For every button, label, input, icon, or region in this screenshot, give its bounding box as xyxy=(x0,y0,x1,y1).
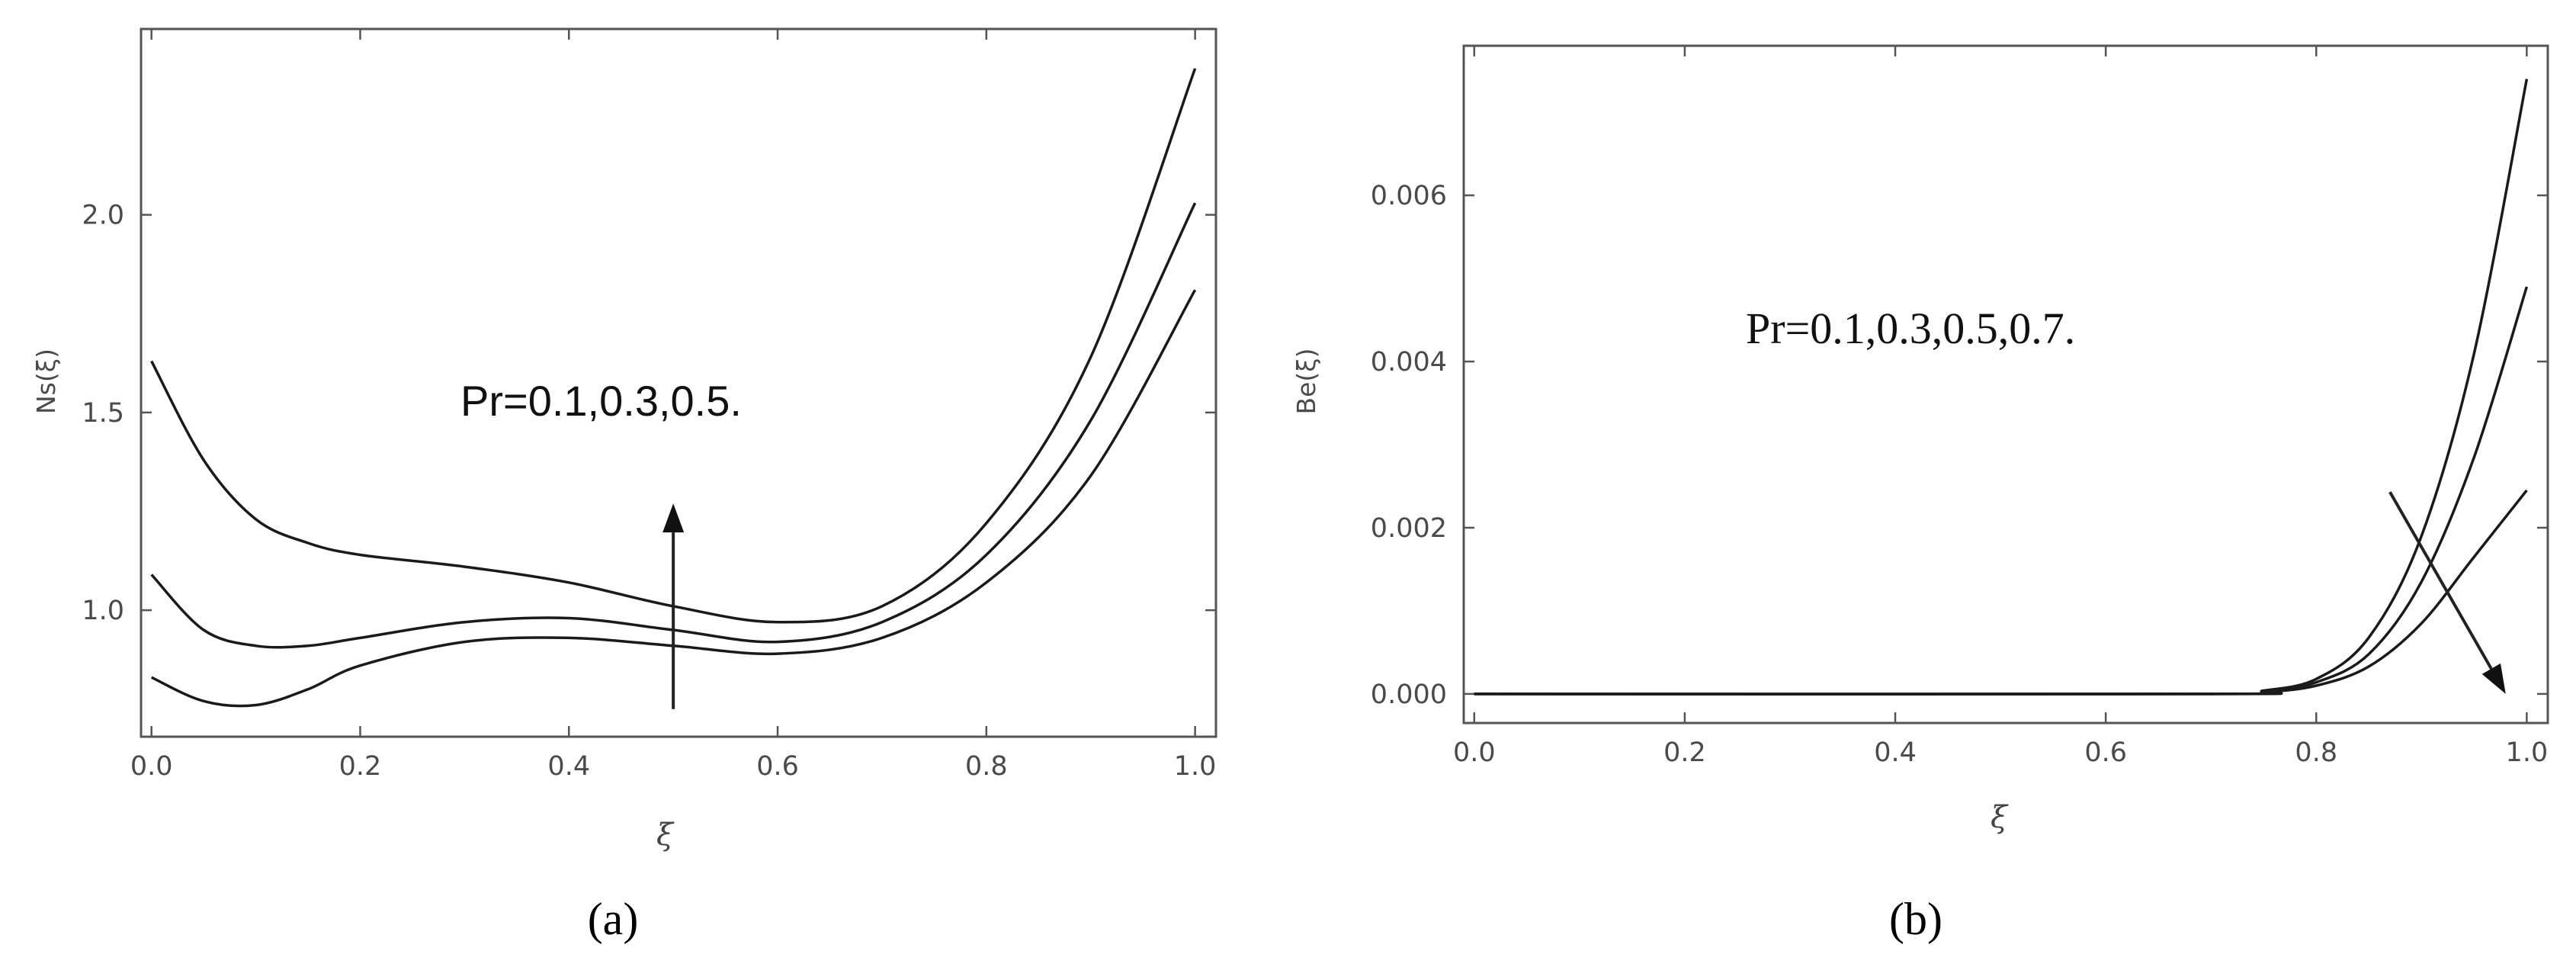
panel-b: 0.0 0.2 0.4 0.6 0.8 1.0 0.000 0.002 0.004 0.006 P… xyxy=(1291,44,2549,944)
arrow-head-b xyxy=(2481,663,2506,694)
x-tick-label-b: 0.6 xyxy=(2084,737,2127,768)
y-tick-label-a: 1.5 xyxy=(82,398,124,429)
y-tick-label-a: 1.0 xyxy=(82,596,124,626)
x-tick-label-a: 1.0 xyxy=(1174,751,1217,782)
series-line-a-1 xyxy=(150,289,1197,708)
y-axis-label-b: Be(ξ) xyxy=(1291,348,1321,414)
x-tick-label-a: 0.6 xyxy=(756,751,799,782)
y-tick-label-b: 0.006 xyxy=(1371,181,1447,211)
y-axis-label-a: Ns(ξ) xyxy=(31,349,61,414)
ticks-b: 0.0 0.2 0.4 0.6 0.8 1.0 0.000 0.002 0.004 0.006 xyxy=(1371,46,2548,768)
annotation-a: Pr=0.1,0.3,0.5. xyxy=(460,377,742,425)
x-tick-label-b: 0.2 xyxy=(1663,737,1706,768)
arrow-a xyxy=(662,503,685,709)
panel-label-b: (b) xyxy=(1889,894,1942,944)
y-tick-label-b: 0.004 xyxy=(1371,347,1447,378)
x-tick-label-a: 0.4 xyxy=(547,751,590,782)
x-tick-label-a: 0.8 xyxy=(965,751,1008,782)
panel-a: 0.0 0.2 0.4 0.6 0.8 1.0 1.0 1.5 2.0 Pr=0.1,0.3,0… xyxy=(31,27,1217,944)
x-axis-label-b: ξ xyxy=(1991,800,2009,835)
panel-label-a: (a) xyxy=(588,894,639,944)
series-line-a-3 xyxy=(150,68,1197,624)
x-tick-label-a: 0.2 xyxy=(339,751,382,782)
x-tick-label-b: 0.0 xyxy=(1453,737,1496,768)
y-tick-label-a: 2.0 xyxy=(82,201,124,231)
curves-a xyxy=(150,68,1197,708)
y-tick-label-b: 0.002 xyxy=(1371,513,1447,544)
arrow-shaft-b xyxy=(2388,491,2493,670)
annotation-b: Pr=0.1,0.3,0.5,0.7. xyxy=(1746,304,2075,353)
x-tick-label-b: 1.0 xyxy=(2506,737,2549,768)
series-line-b-1 xyxy=(1474,489,2528,696)
series-line-b-3 xyxy=(1474,79,2529,696)
plot-frame-a xyxy=(140,27,1217,738)
x-tick-label-b: 0.8 xyxy=(2295,737,2337,768)
ticks-a: 0.0 0.2 0.4 0.6 0.8 1.0 1.0 1.5 2.0 xyxy=(82,29,1216,782)
x-tick-label-b: 0.4 xyxy=(1874,737,1917,768)
series-line-a-2 xyxy=(150,202,1197,649)
x-axis-label-a: ξ xyxy=(656,818,675,853)
y-tick-label-b: 0.000 xyxy=(1371,680,1447,710)
arrow-b xyxy=(2388,491,2506,694)
x-tick-label-a: 0.0 xyxy=(130,751,173,782)
arrow-head-a xyxy=(662,503,685,533)
curves-b xyxy=(1474,79,2529,696)
plot-frame-b xyxy=(1462,44,2549,725)
